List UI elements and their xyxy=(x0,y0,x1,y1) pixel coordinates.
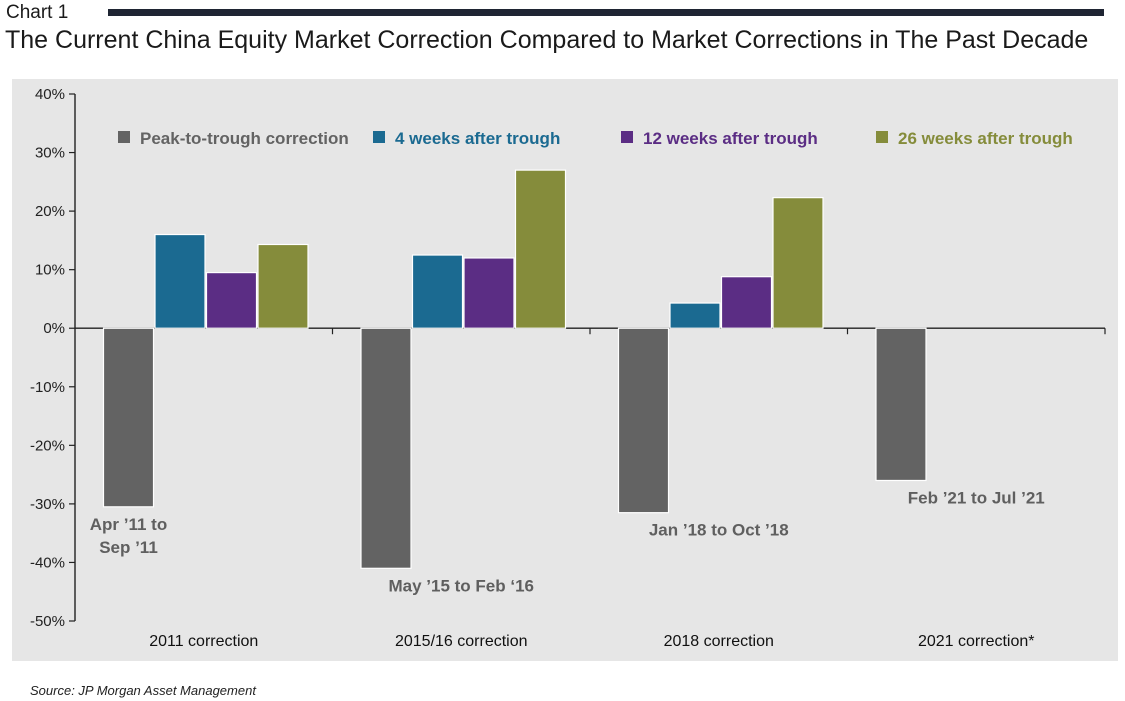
y-tick-label: 20% xyxy=(35,203,65,220)
x-category-label: 2011 correction xyxy=(149,633,258,650)
y-tick-label: -50% xyxy=(30,613,65,630)
legend-swatch xyxy=(876,131,888,143)
bar-4-weeks-after-trough xyxy=(411,254,464,329)
legend-swatch xyxy=(118,131,130,143)
y-tick-label: -30% xyxy=(30,496,65,513)
bar-peak-to-trough-correction xyxy=(875,327,927,482)
y-tick-label: 40% xyxy=(35,86,65,103)
chart-svg: 40% 30% 20% 10% 0% -10% -20% -30% -40% -50% 2011 c… xyxy=(30,86,1106,650)
y-tick-label: -10% xyxy=(30,379,65,396)
legend-label: 4 weeks after trough xyxy=(395,129,560,148)
bar-peak-to-trough-correction xyxy=(102,327,155,508)
legend-label: Peak-to-trough correction xyxy=(140,129,349,148)
source-note: Source: JP Morgan Asset Management xyxy=(30,683,256,698)
bar-4-weeks-after-trough xyxy=(154,233,206,329)
bar-4-weeks-after-trough xyxy=(669,302,721,329)
x-category-label: 2021 correction* xyxy=(918,633,1035,650)
bar-peak-to-trough-correction xyxy=(617,327,670,514)
y-tick-label: 30% xyxy=(35,145,65,162)
x-category-label: 2015/16 correction xyxy=(395,633,528,650)
bar-12-weeks-after-trough xyxy=(205,271,258,329)
annotation-date-range: May ’15 to Feb ‘16 xyxy=(389,576,535,595)
y-tick-label: -20% xyxy=(30,437,65,454)
bar-12-weeks-after-trough xyxy=(720,276,773,329)
bar-26-weeks-after-trough xyxy=(257,243,309,329)
annotation-date-range: Sep ’11 xyxy=(99,538,158,557)
bar-26-weeks-after-trough xyxy=(514,169,567,329)
bar-peak-to-trough-correction xyxy=(360,327,412,569)
legend-swatch xyxy=(621,131,633,143)
annotation-date-range: Apr ’11 to xyxy=(90,515,167,534)
annotation-date-range: Feb ’21 to Jul ’21 xyxy=(908,488,1045,507)
legend-label: 26 weeks after trough xyxy=(898,129,1073,148)
plot-panel: 40% 30% 20% 10% 0% -10% -20% -30% -40% -50% 2011 c… xyxy=(12,79,1118,661)
y-tick-label: -40% xyxy=(30,554,65,571)
chart-number-label: Chart 1 xyxy=(6,2,69,23)
bar-26-weeks-after-trough xyxy=(772,197,824,329)
legend-label: 12 weeks after trough xyxy=(643,129,818,148)
x-category-label: 2018 correction xyxy=(664,633,774,650)
y-tick-label: 10% xyxy=(35,262,65,279)
header-rule xyxy=(108,9,1104,16)
bar-12-weeks-after-trough xyxy=(463,257,515,329)
annotation-date-range: Jan ’18 to Oct ’18 xyxy=(649,521,789,540)
y-tick-label: 0% xyxy=(43,320,65,337)
page-title: The Current China Equity Market Correcti… xyxy=(5,26,1089,54)
legend-swatch xyxy=(373,131,385,143)
